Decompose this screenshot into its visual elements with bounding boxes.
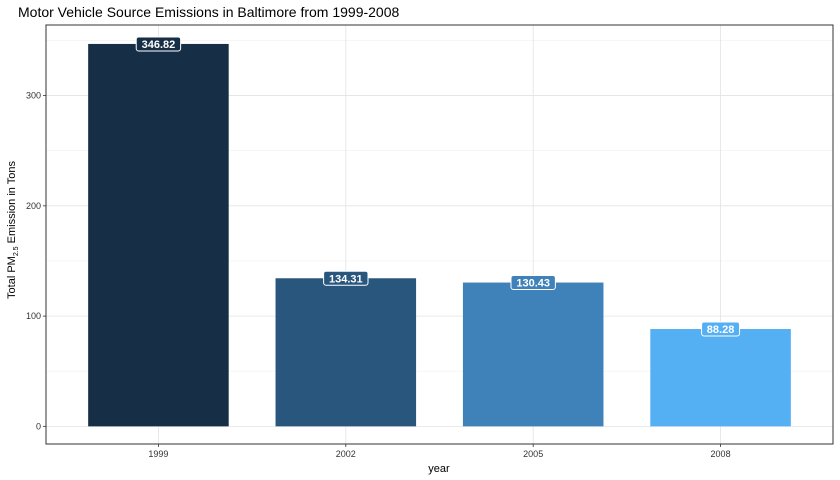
plot-panel-border: [45, 24, 834, 445]
data-label: 130.43: [516, 278, 550, 290]
y-axis-title: Total PM2.5 Emission in Tons: [6, 161, 20, 299]
y-axis-title-suffix: Emission in Tons: [6, 161, 18, 247]
data-label-box: [701, 321, 741, 337]
x-tick-label: 1999: [148, 449, 168, 459]
data-label: 88.28: [707, 324, 735, 336]
chart-title: Motor Vehicle Source Emissions in Baltim…: [18, 4, 400, 20]
y-tick-label: 200: [26, 201, 41, 211]
x-tick-label: 2002: [336, 449, 356, 459]
data-label: 346.82: [142, 39, 176, 51]
x-tick-label: 2008: [711, 449, 731, 459]
bar-2002: [275, 278, 417, 427]
data-label-box: [135, 36, 182, 52]
y-axis-title-subscript: 2.5: [13, 246, 20, 256]
y-tick-label: 300: [26, 91, 41, 101]
y-tick-label: 100: [26, 311, 41, 321]
y-axis-ticks: 0 100 200 300: [26, 91, 46, 431]
x-tick-label: 2005: [523, 449, 543, 459]
bar-1999: [88, 43, 229, 427]
x-axis-title: year: [428, 463, 450, 475]
bar-series: [88, 43, 791, 427]
y-tick-label: 0: [36, 421, 41, 431]
data-label: 134.31: [329, 273, 363, 285]
x-axis-ticks: 1999 2002 2005 2008: [148, 444, 731, 459]
data-labels: 346.82 134.31 130.43 88.28: [135, 36, 741, 337]
y-axis-title-prefix: Total PM: [6, 256, 18, 299]
bar-2005: [462, 282, 604, 427]
bar-2008: [650, 329, 791, 427]
data-label-box: [510, 275, 556, 291]
data-label-box: [323, 270, 369, 286]
